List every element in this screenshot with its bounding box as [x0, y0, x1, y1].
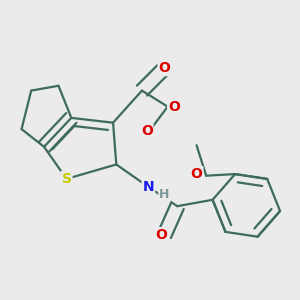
Text: O: O: [168, 100, 180, 114]
Text: H: H: [159, 188, 170, 202]
Text: N: N: [142, 180, 154, 194]
Text: O: O: [190, 167, 202, 181]
Text: O: O: [158, 61, 170, 75]
Text: S: S: [61, 172, 71, 186]
Text: O: O: [155, 228, 167, 242]
Text: O: O: [141, 124, 153, 138]
